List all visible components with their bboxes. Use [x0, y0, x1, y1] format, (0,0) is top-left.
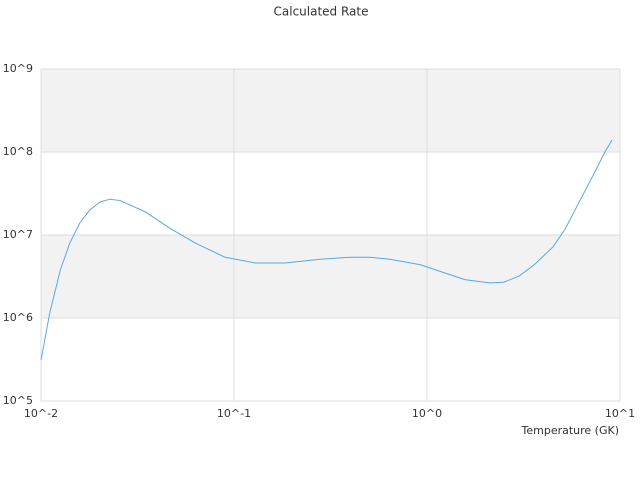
grid-band: [41, 69, 620, 152]
y-tick-label: 10^7: [3, 228, 33, 241]
x-tick-label: 10^0: [412, 407, 442, 420]
y-tick-label: 10^6: [3, 311, 33, 324]
grid-band: [41, 235, 620, 318]
x-tick-label: 10^-2: [24, 407, 58, 420]
chart-title: Calculated Rate: [274, 5, 369, 19]
x-tick-label: 10^1: [605, 407, 635, 420]
x-axis-label: Temperature (GK): [521, 424, 620, 437]
y-tick-label: 10^9: [3, 62, 33, 75]
y-tick-label: 10^8: [3, 145, 33, 158]
y-tick-label: 10^5: [3, 394, 33, 407]
x-tick-label: 10^-1: [217, 407, 251, 420]
line-series: [40, 139, 613, 361]
